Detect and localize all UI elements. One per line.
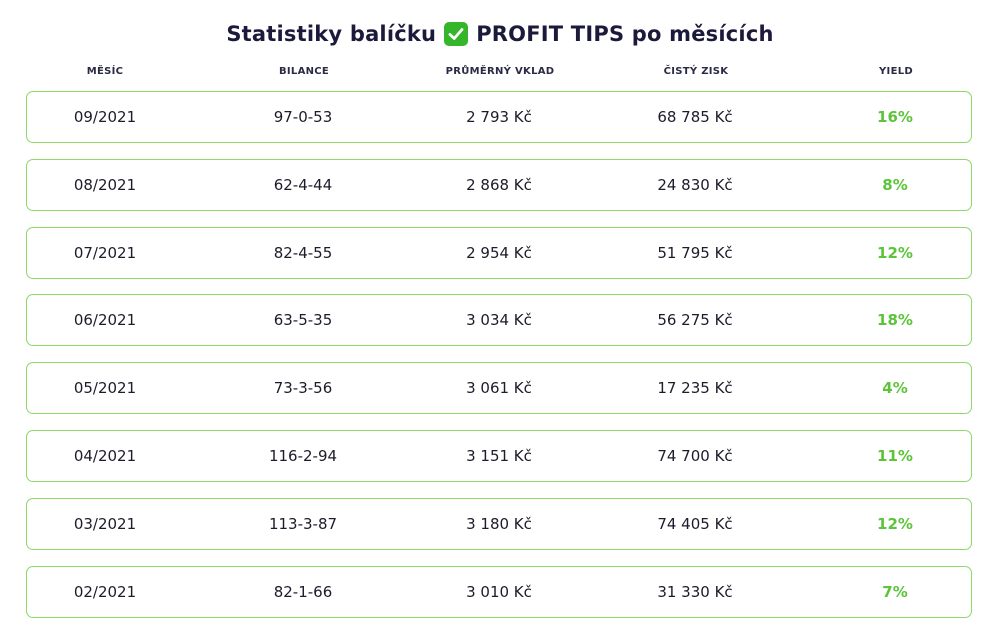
avg-stake-cell: 2 954 Kč <box>466 244 532 262</box>
balance-cell: 97-0-53 <box>273 108 333 126</box>
avg-stake-cell: 3 061 Kč <box>466 379 532 397</box>
column-header-month: MĚSÍC <box>86 66 124 77</box>
column-header-avg-stake: PRŮMĚRNÝ VKLAD <box>445 66 555 77</box>
yield-cell: 18% <box>877 311 913 329</box>
avg-stake-cell: 3 010 Kč <box>466 583 532 601</box>
avg-stake-cell: 3 034 Kč <box>466 311 532 329</box>
table-row: 05/2021 73-3-56 3 061 Kč 17 235 Kč 4% <box>26 362 972 414</box>
month-cell: 03/2021 <box>73 515 137 533</box>
net-profit-cell: 68 785 Kč <box>657 108 733 126</box>
net-profit-cell: 74 405 Kč <box>657 515 733 533</box>
month-cell: 04/2021 <box>73 447 137 465</box>
table-header: MĚSÍC BILANCE PRŮMĚRNÝ VKLAD ČISTÝ ZISK … <box>26 66 974 82</box>
column-header-net-profit: ČISTÝ ZISK <box>663 66 729 77</box>
green-check-mark-icon <box>444 22 469 46</box>
month-cell: 02/2021 <box>73 583 137 601</box>
yield-cell: 12% <box>877 244 913 262</box>
balance-cell: 82-1-66 <box>273 583 333 601</box>
net-profit-cell: 17 235 Kč <box>657 379 733 397</box>
net-profit-cell: 31 330 Kč <box>657 583 733 601</box>
table-row: 03/2021 113-3-87 3 180 Kč 74 405 Kč 12% <box>26 498 972 550</box>
month-cell: 09/2021 <box>73 108 137 126</box>
avg-stake-cell: 3 151 Kč <box>466 447 532 465</box>
title-suffix: PROFIT TIPS po měsících <box>476 22 774 46</box>
balance-cell: 63-5-35 <box>273 311 333 329</box>
month-cell: 07/2021 <box>73 244 137 262</box>
column-header-balance: BILANCE <box>278 66 330 77</box>
table-row: 04/2021 116-2-94 3 151 Kč 74 700 Kč 11% <box>26 430 972 482</box>
table-row: 08/2021 62-4-44 2 868 Kč 24 830 Kč 8% <box>26 159 972 211</box>
column-header-yield: YIELD <box>879 66 913 77</box>
yield-cell: 11% <box>877 447 913 465</box>
balance-cell: 116-2-94 <box>268 447 338 465</box>
avg-stake-cell: 2 868 Kč <box>466 176 532 194</box>
net-profit-cell: 24 830 Kč <box>657 176 733 194</box>
yield-cell: 4% <box>882 379 908 397</box>
net-profit-cell: 56 275 Kč <box>657 311 733 329</box>
page-title: Statistiky balíčku PROFIT TIPS po měsící… <box>0 22 1000 46</box>
avg-stake-cell: 2 793 Kč <box>466 108 532 126</box>
title-prefix: Statistiky balíčku <box>226 22 437 46</box>
yield-cell: 12% <box>877 515 913 533</box>
table-row: 07/2021 82-4-55 2 954 Kč 51 795 Kč 12% <box>26 227 972 279</box>
month-cell: 05/2021 <box>73 379 137 397</box>
avg-stake-cell: 3 180 Kč <box>466 515 532 533</box>
yield-cell: 8% <box>882 176 908 194</box>
net-profit-cell: 74 700 Kč <box>657 447 733 465</box>
month-cell: 08/2021 <box>73 176 137 194</box>
month-cell: 06/2021 <box>73 311 137 329</box>
table-row: 02/2021 82-1-66 3 010 Kč 31 330 Kč 7% <box>26 566 972 618</box>
balance-cell: 113-3-87 <box>268 515 338 533</box>
table-row: 09/2021 97-0-53 2 793 Kč 68 785 Kč 16% <box>26 91 972 143</box>
balance-cell: 73-3-56 <box>273 379 333 397</box>
table-row: 06/2021 63-5-35 3 034 Kč 56 275 Kč 18% <box>26 294 972 346</box>
yield-cell: 16% <box>877 108 913 126</box>
balance-cell: 62-4-44 <box>273 176 333 194</box>
net-profit-cell: 51 795 Kč <box>657 244 733 262</box>
balance-cell: 82-4-55 <box>273 244 333 262</box>
yield-cell: 7% <box>882 583 908 601</box>
